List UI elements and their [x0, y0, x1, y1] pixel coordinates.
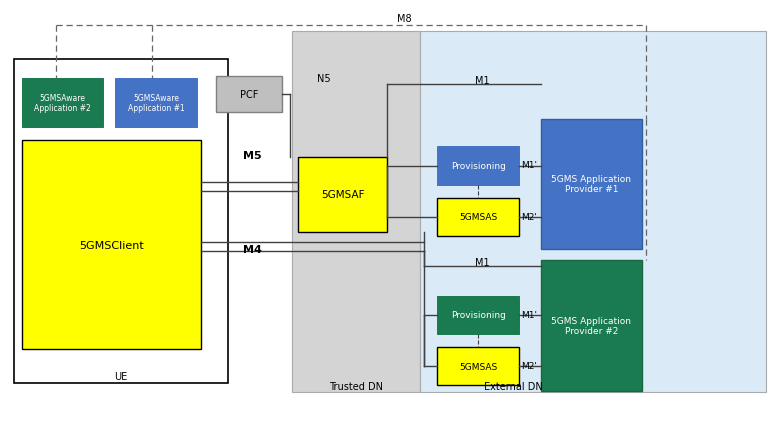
Bar	[541, 261, 642, 391]
Bar	[420, 32, 766, 392]
Bar	[216, 77, 282, 113]
Bar	[437, 147, 519, 185]
Text: M2': M2'	[521, 213, 537, 222]
Text: 5GMSAF: 5GMSAF	[321, 190, 364, 200]
Text: M8: M8	[398, 14, 412, 24]
Text: PCF: PCF	[240, 90, 258, 100]
Text: 5GMSClient: 5GMSClient	[79, 240, 144, 250]
Text: 5GMSAS: 5GMSAS	[459, 362, 497, 371]
Bar	[14, 60, 228, 383]
Bar	[22, 141, 201, 349]
Bar	[541, 119, 642, 249]
Bar	[292, 32, 420, 392]
Text: 5GMSAware
Application #2: 5GMSAware Application #2	[34, 94, 91, 113]
Text: M1': M1'	[521, 310, 538, 319]
Text: Trusted DN: Trusted DN	[329, 381, 384, 391]
Bar	[437, 347, 519, 386]
Text: M2': M2'	[521, 361, 537, 370]
Text: Provisioning: Provisioning	[450, 161, 506, 171]
Text: Provisioning: Provisioning	[450, 311, 506, 320]
Bar	[22, 79, 103, 128]
Text: M1': M1'	[521, 161, 538, 170]
Text: 5GMS Application
Provider #2: 5GMS Application Provider #2	[552, 316, 631, 335]
Bar	[437, 296, 519, 334]
Text: M5: M5	[243, 150, 261, 161]
Text: M4: M4	[243, 244, 261, 254]
Text: External DN: External DN	[484, 381, 543, 391]
Text: M1: M1	[475, 257, 489, 267]
Bar	[437, 198, 519, 236]
Text: N5: N5	[317, 74, 331, 84]
Text: 5GMSAS: 5GMSAS	[459, 213, 497, 222]
Bar	[298, 158, 387, 232]
Text: 5GMS Application
Provider #1: 5GMS Application Provider #1	[552, 175, 631, 194]
Bar	[115, 79, 197, 128]
Text: M1: M1	[475, 76, 489, 86]
Text: UE: UE	[114, 371, 128, 381]
Text: 5GMSAware
Application #1: 5GMSAware Application #1	[128, 94, 184, 113]
